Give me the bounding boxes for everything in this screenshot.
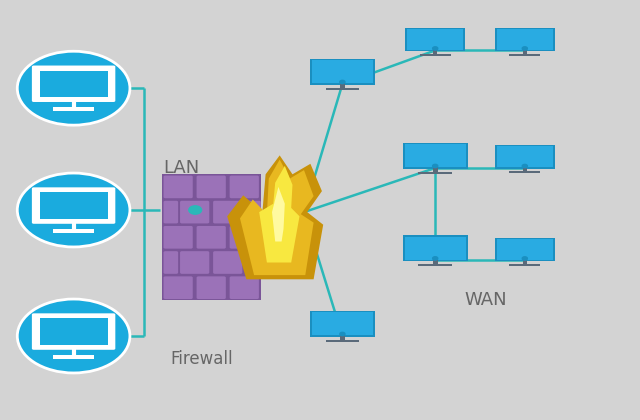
FancyBboxPatch shape bbox=[164, 176, 193, 198]
Text: Firewall: Firewall bbox=[170, 350, 233, 368]
Circle shape bbox=[17, 51, 130, 125]
FancyBboxPatch shape bbox=[495, 28, 555, 51]
FancyBboxPatch shape bbox=[246, 251, 261, 274]
Polygon shape bbox=[227, 155, 323, 279]
FancyBboxPatch shape bbox=[164, 226, 193, 249]
FancyBboxPatch shape bbox=[433, 50, 438, 54]
Circle shape bbox=[433, 257, 438, 260]
FancyBboxPatch shape bbox=[522, 260, 527, 264]
FancyBboxPatch shape bbox=[312, 60, 372, 83]
Text: LAN: LAN bbox=[163, 159, 200, 177]
Circle shape bbox=[433, 47, 438, 50]
Circle shape bbox=[189, 206, 202, 214]
FancyBboxPatch shape bbox=[180, 201, 209, 223]
FancyBboxPatch shape bbox=[340, 335, 345, 340]
Polygon shape bbox=[259, 166, 300, 262]
FancyBboxPatch shape bbox=[433, 260, 438, 264]
FancyBboxPatch shape bbox=[246, 201, 261, 223]
Circle shape bbox=[340, 332, 345, 336]
Polygon shape bbox=[272, 187, 285, 242]
FancyBboxPatch shape bbox=[509, 54, 540, 56]
FancyBboxPatch shape bbox=[509, 264, 540, 266]
Circle shape bbox=[17, 173, 130, 247]
FancyBboxPatch shape bbox=[164, 201, 178, 223]
FancyBboxPatch shape bbox=[405, 28, 465, 51]
Circle shape bbox=[17, 299, 130, 373]
FancyBboxPatch shape bbox=[312, 312, 372, 335]
FancyBboxPatch shape bbox=[522, 50, 527, 54]
FancyBboxPatch shape bbox=[230, 226, 259, 249]
FancyBboxPatch shape bbox=[403, 236, 468, 261]
FancyBboxPatch shape bbox=[326, 88, 359, 90]
FancyBboxPatch shape bbox=[407, 29, 463, 50]
FancyBboxPatch shape bbox=[340, 83, 345, 88]
FancyBboxPatch shape bbox=[164, 251, 178, 274]
FancyBboxPatch shape bbox=[419, 172, 452, 174]
FancyBboxPatch shape bbox=[230, 176, 259, 198]
FancyBboxPatch shape bbox=[164, 276, 193, 299]
FancyBboxPatch shape bbox=[213, 251, 243, 274]
FancyBboxPatch shape bbox=[196, 176, 226, 198]
FancyBboxPatch shape bbox=[310, 311, 375, 336]
FancyBboxPatch shape bbox=[180, 251, 209, 274]
FancyBboxPatch shape bbox=[32, 66, 115, 102]
FancyBboxPatch shape bbox=[196, 226, 226, 249]
FancyBboxPatch shape bbox=[54, 355, 93, 359]
Circle shape bbox=[522, 47, 527, 50]
FancyBboxPatch shape bbox=[40, 192, 108, 219]
FancyBboxPatch shape bbox=[403, 143, 468, 168]
FancyBboxPatch shape bbox=[497, 239, 553, 260]
FancyBboxPatch shape bbox=[32, 187, 115, 224]
FancyBboxPatch shape bbox=[497, 29, 553, 50]
FancyBboxPatch shape bbox=[54, 108, 93, 111]
FancyBboxPatch shape bbox=[522, 167, 527, 171]
FancyBboxPatch shape bbox=[495, 145, 555, 168]
Circle shape bbox=[522, 257, 527, 260]
FancyBboxPatch shape bbox=[196, 276, 226, 299]
Polygon shape bbox=[240, 160, 314, 275]
FancyBboxPatch shape bbox=[326, 340, 359, 342]
FancyBboxPatch shape bbox=[161, 174, 261, 300]
FancyBboxPatch shape bbox=[213, 201, 243, 223]
FancyBboxPatch shape bbox=[310, 59, 375, 84]
Circle shape bbox=[433, 164, 438, 168]
FancyBboxPatch shape bbox=[40, 71, 108, 97]
Circle shape bbox=[522, 164, 527, 168]
FancyBboxPatch shape bbox=[405, 144, 466, 167]
FancyBboxPatch shape bbox=[32, 313, 115, 350]
FancyBboxPatch shape bbox=[419, 264, 452, 266]
FancyBboxPatch shape bbox=[495, 238, 555, 261]
Circle shape bbox=[340, 80, 345, 84]
FancyBboxPatch shape bbox=[433, 167, 438, 172]
FancyBboxPatch shape bbox=[230, 276, 259, 299]
FancyBboxPatch shape bbox=[509, 171, 540, 173]
Text: WAN: WAN bbox=[464, 291, 507, 309]
FancyBboxPatch shape bbox=[405, 237, 466, 260]
FancyBboxPatch shape bbox=[497, 147, 553, 167]
FancyBboxPatch shape bbox=[420, 54, 451, 56]
FancyBboxPatch shape bbox=[40, 318, 108, 345]
FancyBboxPatch shape bbox=[54, 229, 93, 233]
